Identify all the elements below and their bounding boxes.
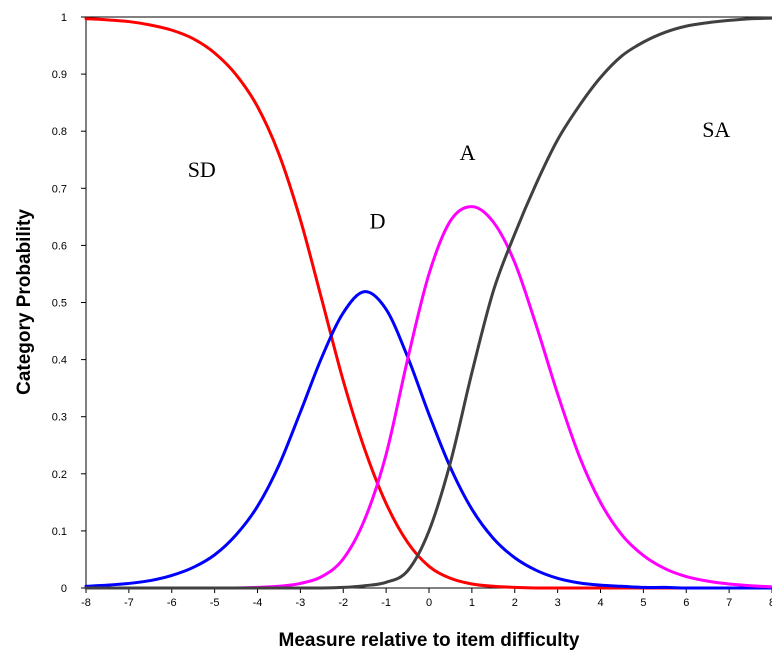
curve-label-d: D: [370, 208, 386, 233]
curve-label-sd: SD: [188, 157, 216, 182]
curve-d: [84, 290, 772, 590]
y-tick-label: 1: [61, 12, 67, 24]
x-tick-label: 2: [512, 597, 518, 609]
y-tick-label: 0.4: [52, 355, 67, 367]
y-tick-label: 0.2: [52, 469, 67, 481]
y-tick-label: 0.6: [52, 240, 67, 252]
x-tick-label: 4: [597, 597, 603, 609]
y-tick-label: 0.1: [52, 526, 67, 538]
x-tick-label: -7: [124, 597, 134, 609]
series-curves: [84, 16, 772, 590]
y-tick-label: 0: [61, 583, 67, 595]
y-tick-label: 0.5: [52, 298, 67, 310]
curve-label-a: A: [460, 140, 476, 165]
curve-sd: [84, 17, 772, 590]
y-tick-label: 0.9: [52, 69, 67, 81]
x-tick-label: -6: [167, 597, 177, 609]
x-tick-label: 7: [726, 597, 732, 609]
x-tick-label: -3: [295, 597, 305, 609]
y-axis-title: Category Probability: [14, 209, 35, 395]
x-tick-label: 8: [769, 597, 772, 609]
y-tick-label: 0.7: [52, 183, 67, 195]
y-tick-label: 0.8: [52, 126, 67, 138]
plot-area: [85, 16, 772, 589]
curve-label-sa: SA: [702, 117, 730, 142]
x-tick-label: 1: [469, 597, 475, 609]
x-tick-label: -1: [381, 597, 391, 609]
x-tick-label: 3: [555, 597, 561, 609]
x-tick-label: -5: [210, 597, 220, 609]
x-axis: -8 -7 -6 -5 -4 -3 -2 -1 0 1 2 3 4 5 6 7 8: [81, 588, 772, 609]
y-tick-label: 0.3: [52, 412, 67, 424]
x-tick-label: 5: [640, 597, 646, 609]
curve-sa: [84, 16, 772, 590]
x-tick-label: -4: [253, 597, 263, 609]
series-labels: SD D A SA: [188, 117, 731, 233]
x-tick-label: -2: [338, 597, 348, 609]
x-tick-label: 6: [683, 597, 689, 609]
x-tick-label: -8: [81, 597, 91, 609]
x-axis-title: Measure relative to item difficulty: [279, 630, 580, 651]
x-tick-label: 0: [426, 597, 432, 609]
y-axis: 0 0.1 0.2 0.3 0.4 0.5 0.6 0.7 0.8 0.9 1: [52, 12, 86, 595]
